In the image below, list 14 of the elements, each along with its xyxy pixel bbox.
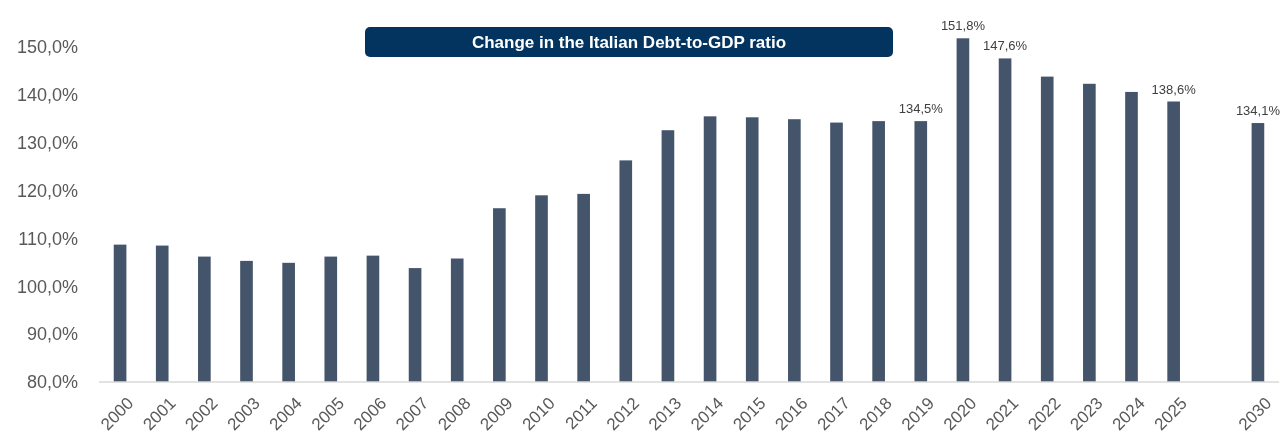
y-tick-label: 90,0%	[26, 324, 78, 345]
y-tick-label: 150,0%	[16, 37, 78, 58]
title-banner: Change in the Italian Debt-to-GDP ratio	[365, 27, 893, 57]
y-tick-label: 140,0%	[16, 85, 78, 106]
y-tick-label: 100,0%	[16, 276, 78, 297]
data-label: 134,5%	[898, 101, 944, 117]
y-tick-label: 120,0%	[16, 180, 78, 201]
data-label: 147,6%	[983, 38, 1028, 54]
y-tick-label: 110,0%	[18, 228, 78, 249]
data-label: 138,6%	[1151, 81, 1197, 97]
data-label: 134,1%	[1235, 103, 1281, 119]
data-label: 151,8%	[940, 18, 986, 34]
y-tick-label: 80,0%	[26, 372, 78, 393]
y-tick-label: 130,0%	[16, 132, 78, 153]
